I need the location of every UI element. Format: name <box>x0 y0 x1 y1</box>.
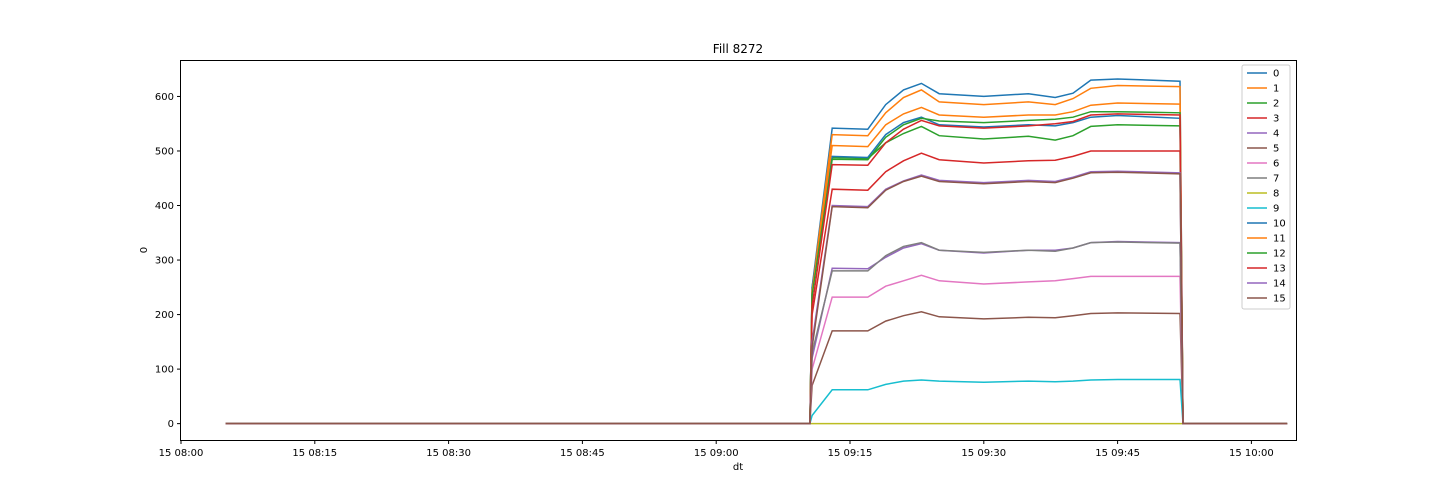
y-axis-label: 0 <box>139 247 150 253</box>
x-tick-label: 15 09:15 <box>828 448 873 459</box>
y-tick-label: 500 <box>155 146 174 157</box>
legend-label: 8 <box>1273 189 1279 200</box>
x-tick-label: 15 09:00 <box>694 448 739 459</box>
legend-label: 10 <box>1273 219 1286 230</box>
y-axis: 0 100 200 300 400 500 600 <box>155 92 181 430</box>
plot-frame <box>180 60 1297 441</box>
x-tick-label: 15 08:30 <box>426 448 471 459</box>
series-line-10 <box>225 114 1288 425</box>
legend-label: 7 <box>1273 174 1279 185</box>
legend-label: 5 <box>1273 144 1279 155</box>
x-tick-label: 15 08:45 <box>560 448 605 459</box>
chart-title: Fill 8272 <box>713 42 763 56</box>
series-line-13 <box>225 113 1288 425</box>
x-tick-label: 15 10:00 <box>1229 448 1274 459</box>
series-line-7 <box>225 241 1288 425</box>
series-line-15 <box>225 171 1288 425</box>
series-line-4 <box>225 240 1288 425</box>
legend-box <box>1241 64 1291 310</box>
x-tick-label: 15 08:15 <box>292 448 337 459</box>
x-axis: 15 08:00 15 08:15 15 08:30 15 08:45 15 09:00… <box>159 440 1274 459</box>
legend-label: 4 <box>1273 129 1279 140</box>
series-line-5 <box>225 311 1288 425</box>
y-tick-label: 400 <box>155 201 174 212</box>
y-tick-label: 0 <box>168 419 174 430</box>
legend-label: 14 <box>1273 279 1286 290</box>
legend-label: 13 <box>1273 264 1286 275</box>
legend-label: 12 <box>1273 249 1286 260</box>
series-line-9 <box>225 378 1288 425</box>
legend-label: 3 <box>1273 114 1279 125</box>
legend-label: 0 <box>1273 69 1279 80</box>
series-line-11 <box>225 102 1288 425</box>
x-axis-label: dt <box>733 462 743 473</box>
series-line-0 <box>225 78 1288 425</box>
legend-label: 2 <box>1273 99 1279 110</box>
legend-label: 11 <box>1273 234 1286 245</box>
y-tick-label: 600 <box>155 92 174 103</box>
x-tick-label: 15 09:30 <box>961 448 1006 459</box>
series-line-14 <box>225 170 1288 425</box>
legend-label: 9 <box>1273 204 1279 215</box>
y-tick-label: 300 <box>155 256 174 267</box>
series-line-1 <box>225 84 1288 425</box>
series-line-12 <box>225 110 1288 425</box>
x-tick-label: 15 09:45 <box>1095 448 1140 459</box>
x-tick-label: 15 08:00 <box>159 448 204 459</box>
series-line-6 <box>225 274 1288 425</box>
series-line-3 <box>225 150 1288 425</box>
y-tick-label: 200 <box>155 310 174 321</box>
y-tick-label: 100 <box>155 365 174 376</box>
legend-label: 6 <box>1273 159 1279 170</box>
legend-label: 1 <box>1273 84 1279 95</box>
legend-label: 15 <box>1273 294 1286 305</box>
series-lines <box>225 78 1288 425</box>
